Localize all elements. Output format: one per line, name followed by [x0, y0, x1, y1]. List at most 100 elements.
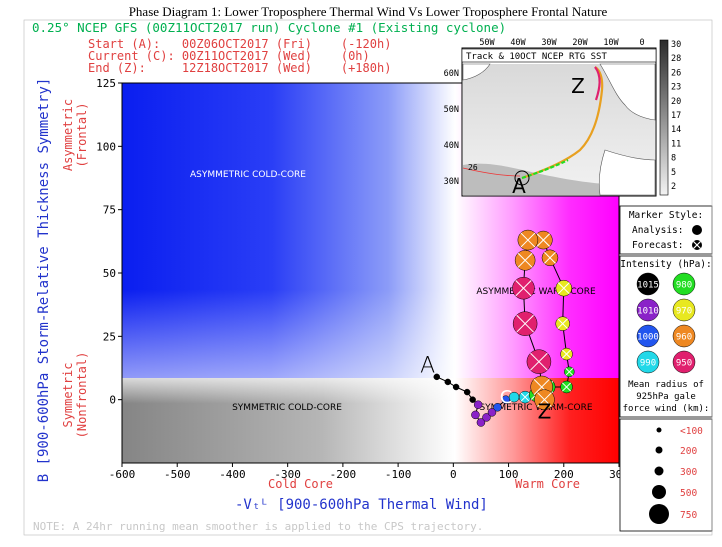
inset-lon-label: 10W [603, 38, 619, 48]
forecast-cross-line [516, 314, 534, 333]
x-axis-label: -Vₜᴸ [900-600hPa Thermal Wind] [235, 497, 488, 513]
x-tick-label: -400 [219, 468, 246, 481]
x-tick-label: 0 [450, 468, 457, 481]
trajectory-point [463, 388, 471, 396]
forecast-cross-line [536, 233, 550, 247]
analysis-label: Analysis: [632, 225, 683, 236]
warm-core-label: Warm Core [515, 477, 580, 491]
inset-title: Track & 10OCT NCEP RTG SST [466, 52, 607, 62]
trajectory-point [452, 383, 460, 391]
forecast-cross-line [517, 252, 533, 268]
inset-lon-label: 0 [639, 38, 644, 48]
radius-label: 200 [680, 446, 697, 457]
inset-latitude-labels: 60N 50N 40N 30N [444, 69, 459, 187]
intensity-circles: 1015 980 1010 970 1000 960 990 950 [636, 272, 696, 374]
radius-title-1: Mean radius of [628, 380, 704, 390]
trajectory-point [476, 418, 486, 427]
outer-border [23, 19, 713, 536]
intensity-circle [672, 272, 696, 296]
quadrant-label-acc: ASYMMETRIC COLD-CORE [190, 170, 306, 180]
y-tick-label: 0 [109, 394, 116, 407]
inset-lat-label: 40N [444, 141, 459, 151]
intensity-value: 1015 [637, 281, 659, 291]
radius-marker [654, 466, 664, 476]
inset-lon-label: 30W [541, 38, 557, 48]
inset-contour-label: 26 [468, 163, 478, 172]
radius-title-3: force wind (km): [623, 404, 710, 414]
sst-scale-label: 14 [671, 125, 681, 135]
inset-track-line-early [521, 159, 569, 180]
inset-lat-label: 50N [444, 105, 459, 115]
quadrant-label-awc: ASYMMETRIC WARM-CORE [476, 287, 596, 297]
x-tick-label: -100 [385, 468, 412, 481]
radius-label: 750 [680, 510, 697, 521]
intensity-value: 980 [676, 281, 692, 291]
intensity-circle [672, 324, 696, 348]
intensity-circle [672, 350, 696, 374]
symmetric-label: Symmetric [61, 362, 75, 427]
forecast-cross-line [561, 349, 572, 359]
sst-scale-label: 8 [671, 154, 676, 164]
intensity-value: 1010 [637, 307, 659, 317]
inset-lon-label: 20W [572, 38, 588, 48]
trajectory-point [493, 403, 502, 412]
forecast-cross-line [561, 382, 572, 392]
trajectory-point [471, 410, 480, 420]
cold-core-label: Cold Core [268, 477, 333, 491]
asymmetric-label: Asymmetric [61, 99, 75, 171]
forecast-cross-line [530, 352, 548, 371]
intensity-title: Intensity (hPa): [620, 259, 712, 270]
symmetric-sub-label: (Nonfrontal) [75, 352, 89, 439]
radius-marker [656, 427, 662, 433]
analysis-marker-icon [692, 225, 702, 235]
inset-start-marker [514, 170, 530, 186]
intensity-circle [672, 298, 696, 322]
intensity-circle [636, 350, 660, 374]
y-tick-label: 100 [96, 140, 116, 153]
sst-scale-label: 23 [671, 83, 681, 93]
intensity-circle [636, 272, 660, 296]
end-point-label: Z [538, 400, 552, 424]
y-tick-label: 50 [103, 267, 116, 280]
y-tick-label: 25 [103, 330, 116, 343]
sst-scale-label: 2 [671, 182, 676, 192]
sst-scale-label: 30 [671, 40, 681, 50]
radius-marker [649, 504, 669, 524]
smoother-note: NOTE: A 24hr running mean smoother is ap… [33, 520, 483, 533]
trajectory-point [482, 413, 491, 422]
intensity-value: 1000 [637, 333, 659, 343]
y-tick-label: 75 [103, 204, 116, 217]
x-axis-ticks: -600 -500 -400 -300 -200 -100 0 100 200 300 [109, 463, 629, 481]
inset-land-europe [599, 63, 656, 121]
start-line: Start (A): 00Z06OCT2017 (Fri) (-120h) [88, 37, 391, 51]
inset-track-map: 26 A Z Track & 10OCT NCEP RTG SST 50W 40W… [444, 38, 682, 198]
current-point-label: C [500, 387, 513, 408]
y-axis-ticks: 125 100 75 50 25 0 [96, 77, 122, 407]
intensity-circle [636, 298, 660, 322]
x-tick-label: -500 [164, 468, 191, 481]
radius-marker [655, 446, 663, 454]
sst-scale-label: 5 [671, 168, 676, 178]
inset-lat-label: 30N [444, 177, 459, 187]
intensity-circle [636, 324, 660, 348]
sst-scale-label: 28 [671, 54, 681, 64]
x-tick-label: 100 [499, 468, 519, 481]
y-axis-label: B [900-600hPa Storm-Relative Thickness S… [36, 78, 52, 483]
forecast-cross-line [544, 251, 556, 264]
start-point-label: A [420, 353, 435, 378]
radius-label: 300 [680, 467, 697, 478]
sst-scale-label: 26 [671, 68, 681, 78]
model-run-line: 0.25° NCEP GFS (00Z11OCT2017 run) Cyclon… [32, 20, 506, 35]
sst-scale-label: 17 [671, 111, 681, 121]
legend: Marker Style: Analysis: Forecast: Intens… [619, 205, 713, 532]
forecast-cross-line [557, 318, 568, 329]
intensity-value: 970 [676, 307, 692, 317]
intensity-value: 990 [640, 359, 656, 369]
radius-label: 500 [680, 488, 697, 499]
inset-sst-scale-labels: 30 28 26 23 20 17 14 11 8 5 2 [671, 40, 681, 192]
intensity-box [619, 255, 713, 418]
forecast-cross-line [557, 282, 570, 295]
x-tick-label: -200 [330, 468, 357, 481]
forecast-label: Forecast: [632, 240, 683, 251]
